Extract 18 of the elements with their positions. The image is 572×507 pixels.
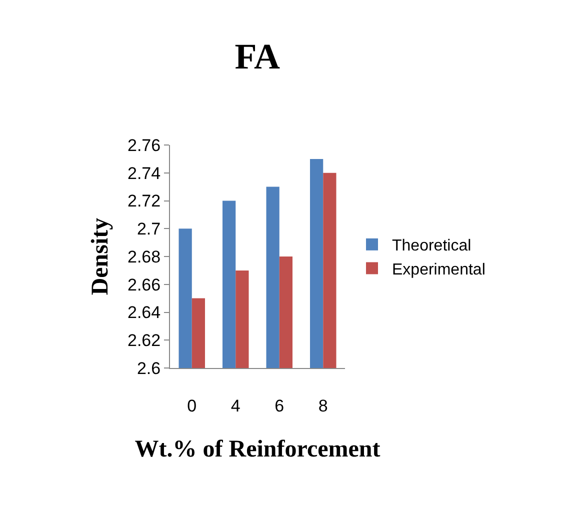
x-tick-label: 4 — [230, 396, 240, 416]
y-tick-label: 2.62 — [128, 331, 161, 350]
x-tick-label: 6 — [274, 396, 284, 416]
y-tick-label: 2.76 — [128, 136, 161, 155]
y-tick-label: 2.6 — [136, 358, 161, 378]
x-tick-label: 8 — [318, 396, 328, 416]
x-tick-label: 0 — [187, 396, 197, 416]
y-tick-label: 2.74 — [128, 164, 161, 183]
x-axis-title: Wt.% of Reinforcement — [134, 436, 380, 463]
y-tick-label: 2.64 — [128, 303, 161, 322]
y-tick-label: 2.7 — [136, 220, 161, 239]
y-tick-label: 2.66 — [128, 275, 161, 294]
y-axis-title: Density — [88, 218, 114, 296]
chart-title: FA — [234, 36, 280, 76]
y-tick-label: 2.68 — [128, 247, 161, 266]
legend-label: Theoretical — [392, 238, 472, 255]
legend-label: Experimental — [392, 261, 486, 278]
y-tick-label: 2.72 — [128, 192, 161, 211]
